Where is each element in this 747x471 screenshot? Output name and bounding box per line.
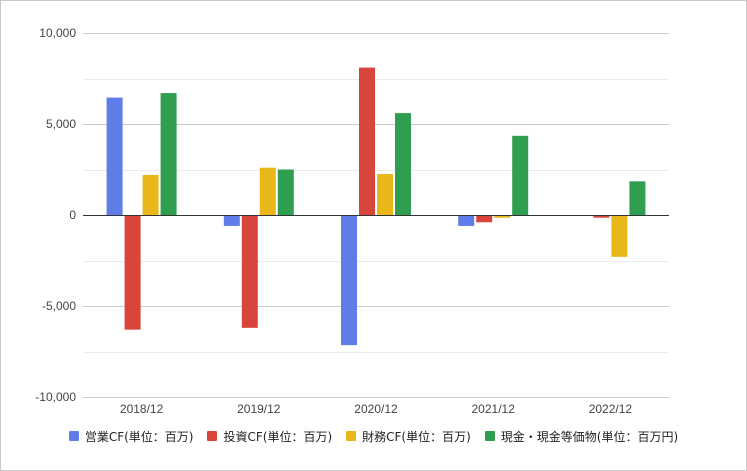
major-gridlines <box>83 33 669 398</box>
x-tick-label: 2022/12 <box>589 402 633 416</box>
bar <box>512 135 529 215</box>
bar <box>142 174 159 215</box>
minor-gridlines <box>83 79 669 353</box>
legend-label: 現金・現金等価物(単位：百万円) <box>500 429 679 444</box>
bar <box>611 215 628 257</box>
legend-label: 営業CF(単位：百万) <box>84 429 194 444</box>
bar <box>277 169 294 215</box>
bar <box>395 113 411 215</box>
x-tick-label: 2021/12 <box>472 402 516 416</box>
chart-legend: 営業CF(単位：百万) 投資CF(単位：百万) 財務CF(単位：百万) 現金・現… <box>0 427 747 445</box>
y-tick-label: 10,000 <box>39 26 76 40</box>
y-axis-tick-labels: 10,000 5,000 0 -5,000 -10,000 <box>35 26 76 404</box>
bar <box>341 215 357 346</box>
legend-swatch <box>484 431 495 441</box>
bar <box>476 215 493 223</box>
legend-swatch <box>207 431 218 441</box>
bar <box>241 215 258 328</box>
legend-label: 財務CF(単位：百万) <box>362 429 471 444</box>
bar <box>259 167 276 215</box>
legend-item: 営業CF(単位：百万) <box>68 428 194 445</box>
bar <box>377 174 393 215</box>
y-tick-label: -10,000 <box>35 390 76 404</box>
x-axis-tick-labels: 2018/12 2019/12 2020/12 2021/12 2022/12 <box>120 402 633 416</box>
bars <box>106 67 646 346</box>
legend-item: 財務CF(単位：百万) <box>346 428 471 445</box>
x-tick-label: 2020/12 <box>354 402 398 416</box>
bar <box>593 215 610 218</box>
y-tick-label: 5,000 <box>46 117 76 131</box>
bar <box>223 215 240 226</box>
bar <box>359 67 375 215</box>
bar <box>629 181 646 215</box>
legend-swatch <box>346 431 357 441</box>
y-tick-label: -5,000 <box>42 299 76 313</box>
legend-label: 投資CF(単位：百万) <box>223 429 333 444</box>
x-tick-label: 2019/12 <box>237 402 281 416</box>
x-tick-label: 2018/12 <box>120 402 164 416</box>
bar <box>458 215 475 226</box>
legend-swatch <box>68 431 79 441</box>
bar <box>494 215 511 218</box>
legend-item: 現金・現金等価物(単位：百万円) <box>484 428 679 445</box>
y-tick-label: 0 <box>69 208 76 222</box>
bar-chart: 10,000 5,000 0 -5,000 -10,000 2018/12 20… <box>35 26 669 416</box>
bar <box>160 93 177 215</box>
legend-item: 投資CF(単位：百万) <box>207 428 332 445</box>
bar <box>124 215 141 330</box>
bar <box>106 97 123 215</box>
